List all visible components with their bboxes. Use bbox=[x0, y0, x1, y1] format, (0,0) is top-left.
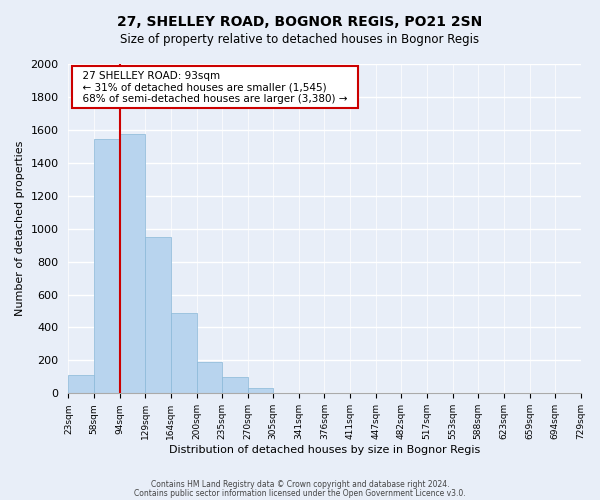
Bar bbox=[197, 362, 222, 394]
Text: 27, SHELLEY ROAD, BOGNOR REGIS, PO21 2SN: 27, SHELLEY ROAD, BOGNOR REGIS, PO21 2SN bbox=[118, 15, 482, 29]
Bar bbox=[94, 139, 120, 394]
Bar bbox=[170, 312, 197, 394]
Text: Contains public sector information licensed under the Open Government Licence v3: Contains public sector information licen… bbox=[134, 488, 466, 498]
Bar bbox=[120, 134, 145, 394]
Bar bbox=[145, 237, 170, 394]
Y-axis label: Number of detached properties: Number of detached properties bbox=[15, 141, 25, 316]
Text: Size of property relative to detached houses in Bognor Regis: Size of property relative to detached ho… bbox=[121, 32, 479, 46]
Text: Contains HM Land Registry data © Crown copyright and database right 2024.: Contains HM Land Registry data © Crown c… bbox=[151, 480, 449, 489]
Bar bbox=[248, 388, 273, 394]
Text: 27 SHELLEY ROAD: 93sqm  
  ← 31% of detached houses are smaller (1,545)  
  68% : 27 SHELLEY ROAD: 93sqm ← 31% of detached… bbox=[76, 70, 354, 104]
X-axis label: Distribution of detached houses by size in Bognor Regis: Distribution of detached houses by size … bbox=[169, 445, 480, 455]
Bar bbox=[222, 377, 248, 394]
Bar bbox=[68, 375, 94, 394]
